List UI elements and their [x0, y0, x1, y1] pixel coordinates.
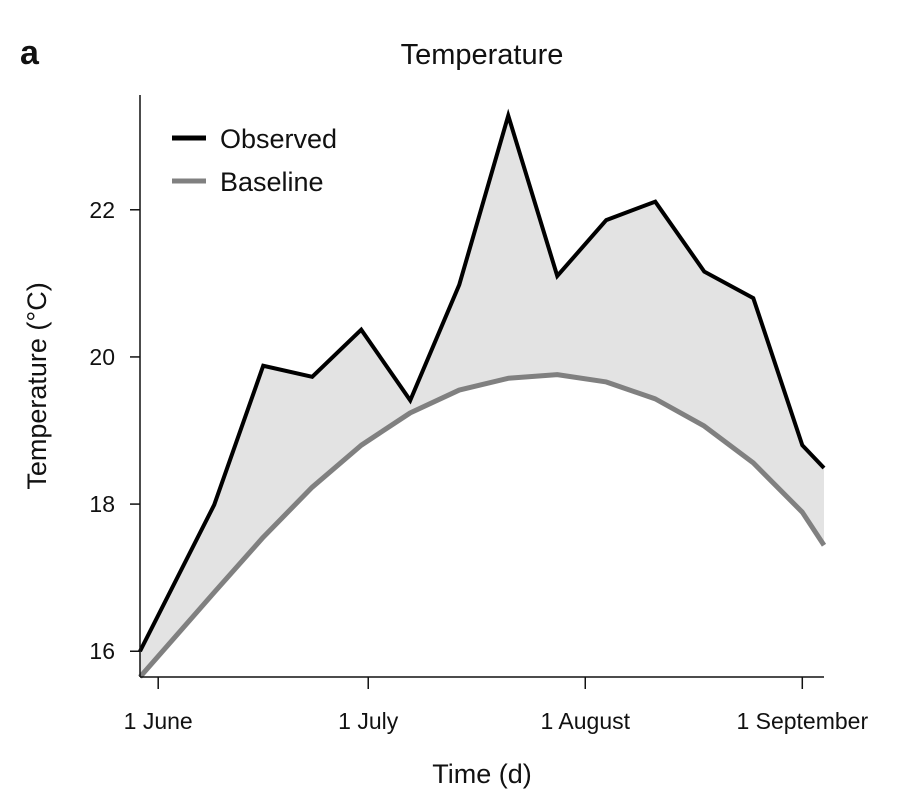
panel-label: a: [20, 34, 40, 72]
x-tick-label: 1 September: [736, 708, 868, 734]
y-axis-label: Temperature (°C): [22, 282, 52, 489]
x-axis-label: Time (d): [432, 759, 532, 789]
chart-title: Temperature: [401, 39, 564, 71]
y-tick-label: 20: [89, 344, 115, 370]
difference-area: [140, 115, 824, 678]
y-tick-label: 22: [89, 197, 115, 223]
legend: Observed Baseline: [172, 124, 337, 197]
x-tick-label: 1 June: [124, 708, 193, 734]
x-tick-label: 1 August: [540, 708, 630, 734]
legend-label-observed: Observed: [220, 124, 337, 154]
series-line-observed: [138, 108, 826, 653]
y-tick-label: 16: [89, 638, 115, 664]
legend-label-baseline: Baseline: [220, 167, 324, 197]
y-tick-label: 18: [89, 491, 115, 517]
series-line-baseline: [138, 372, 827, 679]
x-tick-label: 1 July: [338, 708, 399, 734]
